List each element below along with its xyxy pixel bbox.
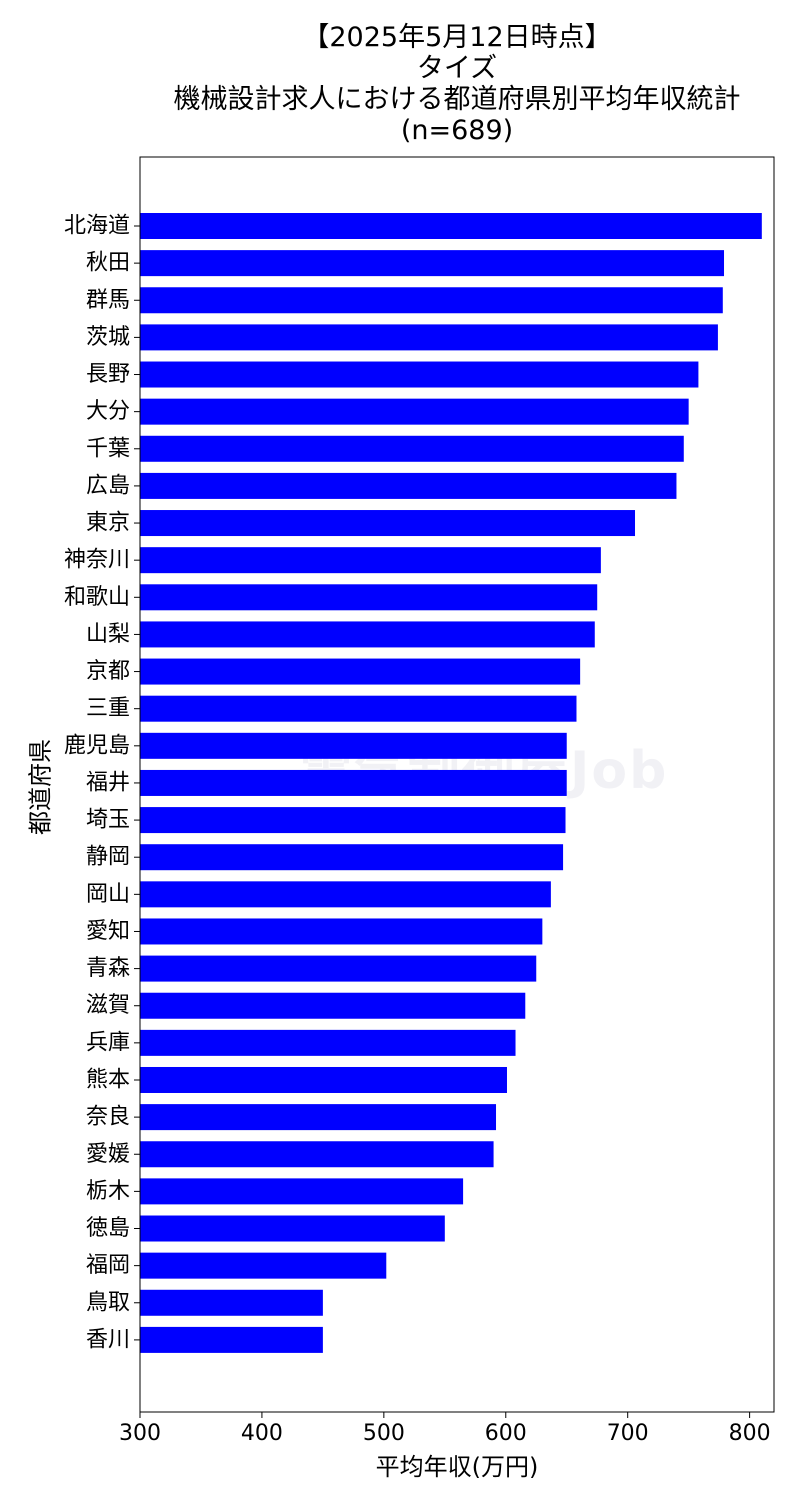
bar	[140, 472, 677, 499]
bar	[140, 844, 564, 871]
bar	[140, 955, 537, 982]
bar	[140, 250, 725, 277]
y-tick-label: 千葉	[86, 436, 130, 461]
y-tick-label: 鹿児島	[64, 733, 130, 758]
y-tick-label: 北海道	[64, 214, 130, 239]
bar	[140, 732, 567, 759]
y-tick-label: 岡山	[86, 882, 130, 907]
y-tick-label: 山梨	[86, 622, 130, 647]
y-tick-label: 青森	[86, 956, 130, 981]
y-tick-label: 三重	[86, 696, 130, 721]
bar	[140, 1066, 507, 1093]
bar	[140, 881, 551, 908]
y-tick-label: 愛知	[86, 919, 130, 944]
y-tick-label: 福井	[86, 770, 130, 795]
bar	[140, 584, 598, 611]
y-tick-label: 秋田	[86, 251, 130, 276]
y-tick-label: 東京	[86, 511, 130, 536]
y-axis-label: 都道府県	[26, 739, 55, 835]
y-tick-label: 群馬	[86, 288, 130, 313]
x-tick-label: 700	[607, 1421, 649, 1446]
y-tick-label: 熊本	[86, 1067, 130, 1092]
bar	[140, 361, 699, 388]
y-tick-label: 奈良	[86, 1105, 130, 1130]
y-tick-label: 滋賀	[86, 993, 130, 1018]
y-tick-label: 大分	[86, 399, 130, 424]
title-line-1: 【2025年5月12日時点】	[302, 22, 612, 53]
y-tick-label: 神奈川	[64, 548, 130, 573]
bar	[140, 1289, 323, 1316]
bar	[140, 769, 567, 796]
y-tick-label: 長野	[86, 362, 130, 387]
bar	[140, 1326, 323, 1353]
x-tick-label: 500	[363, 1421, 405, 1446]
y-tick-label: 香川	[86, 1327, 130, 1352]
bar	[140, 213, 762, 239]
x-tick-label: 300	[119, 1421, 161, 1446]
bar	[140, 621, 595, 648]
y-tick-label: 兵庫	[86, 1030, 130, 1055]
y-tick-label: 福岡	[86, 1253, 130, 1278]
bar	[140, 324, 718, 351]
bar	[140, 1104, 497, 1131]
bar	[140, 807, 566, 834]
y-tick-label: 徳島	[86, 1216, 130, 1241]
bar	[140, 992, 526, 1019]
y-tick-label: 栃木	[86, 1179, 130, 1204]
x-tick-label: 800	[729, 1421, 771, 1446]
y-tick-label: 茨城	[86, 325, 130, 350]
y-tick-label: 鳥取	[86, 1290, 130, 1315]
bar	[140, 1215, 445, 1242]
title-line-2: タイズ	[416, 53, 498, 84]
y-tick-label: 和歌山	[64, 585, 130, 610]
bar	[140, 1252, 387, 1279]
bar	[140, 1178, 464, 1205]
bar	[140, 287, 723, 314]
bar	[140, 1141, 494, 1168]
y-tick-label: 広島	[86, 473, 130, 498]
bar	[140, 398, 689, 425]
x-axis-label: 平均年収(万円)	[375, 1453, 539, 1481]
bar	[140, 695, 577, 722]
bar	[140, 918, 543, 945]
bar	[140, 435, 684, 462]
x-tick-label: 600	[485, 1421, 527, 1446]
title-line-3: 機械設計求人における都道府県別平均年収統計	[173, 84, 741, 115]
bar	[140, 658, 581, 685]
plot-frame	[139, 156, 775, 1413]
y-tick-label: 埼玉	[86, 808, 130, 833]
bar	[140, 547, 601, 574]
bar	[140, 510, 636, 537]
x-tick-label: 400	[241, 1421, 283, 1446]
y-tick-label: 愛媛	[86, 1142, 130, 1167]
chart-title: 【2025年5月12日時点】 タイズ 機械設計求人における都道府県別平均年収統計…	[140, 22, 774, 146]
y-tick-label: 静岡	[86, 845, 130, 870]
bar	[140, 1029, 516, 1056]
y-tick-label: 京都	[86, 659, 130, 684]
title-line-4: (n=689)	[400, 115, 514, 146]
